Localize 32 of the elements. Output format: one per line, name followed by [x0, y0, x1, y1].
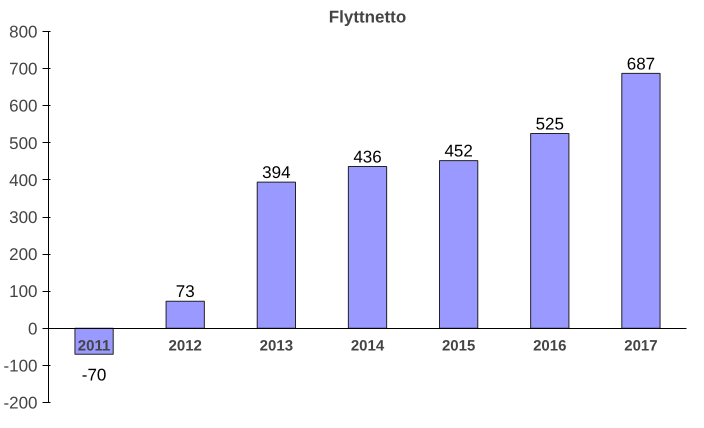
bar: [256, 182, 296, 329]
y-tick-label: 100: [9, 282, 38, 302]
bar: [166, 300, 205, 329]
x-tick-label: 2011: [78, 337, 110, 354]
y-tick-label: -100: [3, 356, 38, 376]
x-tick-label: 2012: [168, 337, 202, 354]
y-tick-label: 600: [9, 96, 38, 116]
data-label: 452: [444, 142, 473, 161]
x-tick-label: 2014: [350, 337, 385, 354]
data-label: 394: [262, 163, 291, 182]
y-tick-label: 200: [9, 245, 38, 264]
x-tick-label: 2017: [624, 337, 658, 354]
y-tick-label: 0: [28, 319, 38, 338]
chart-title: Flyttnetto: [328, 8, 406, 26]
data-label: 687: [626, 54, 656, 74]
bar: [439, 160, 478, 329]
y-tick-label: -200: [3, 394, 38, 412]
y-tick-label: 300: [9, 208, 38, 227]
x-tick-label: 2013: [260, 337, 294, 354]
data-label: 525: [536, 114, 564, 134]
bar: [348, 166, 388, 329]
x-tick-label: 2016: [533, 337, 566, 354]
y-tick-label: 800: [9, 22, 38, 42]
bar: [621, 72, 661, 329]
y-tick-label: 400: [9, 170, 38, 190]
y-tick-label: 500: [9, 134, 38, 153]
y-tick-label: 700: [9, 60, 38, 79]
data-label: -70: [82, 365, 106, 384]
bar: [530, 133, 570, 329]
data-label: 436: [353, 148, 382, 167]
data-label: 73: [176, 282, 195, 302]
x-tick-label: 2015: [442, 337, 476, 354]
